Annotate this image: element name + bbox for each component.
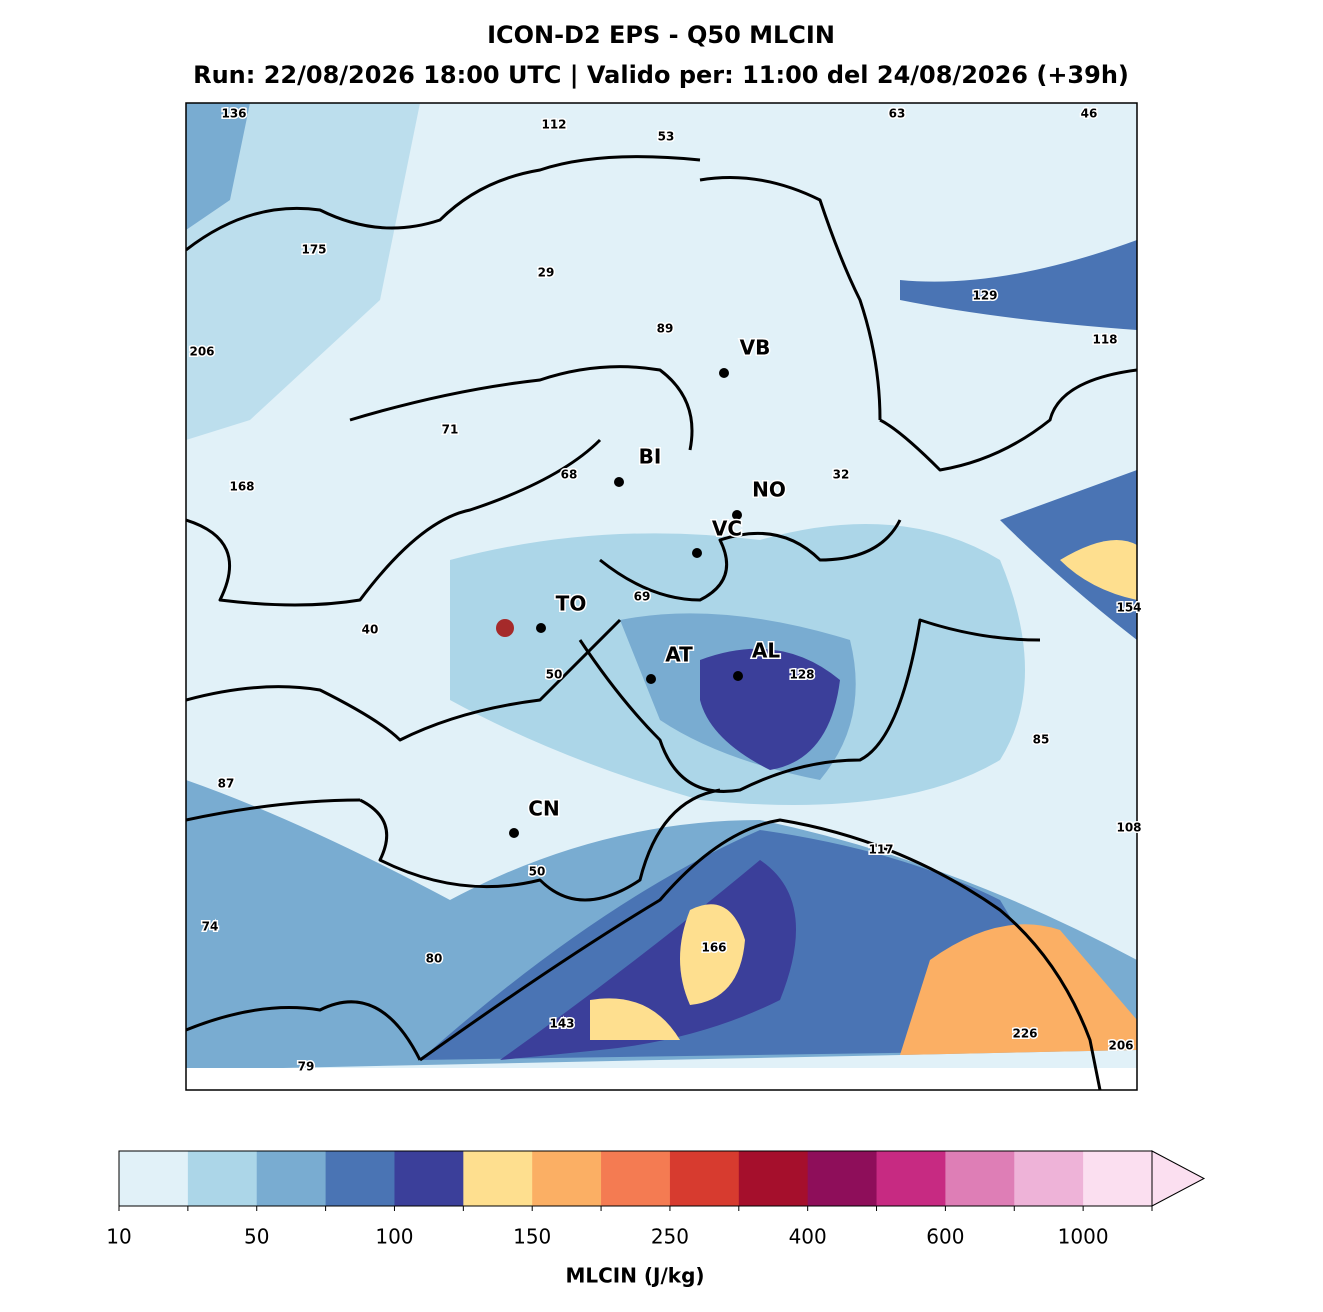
city-dot bbox=[509, 828, 519, 838]
city-dot bbox=[692, 548, 702, 558]
map-value-label: 143 bbox=[549, 1017, 574, 1031]
colorbar-bin bbox=[256, 1151, 327, 1206]
colorbar-bin bbox=[1014, 1151, 1084, 1206]
map-value-label: 80 bbox=[426, 952, 443, 966]
map-value-label: 50 bbox=[546, 668, 563, 682]
map-value-label: 128 bbox=[789, 668, 814, 682]
colorbar-bin bbox=[807, 1151, 878, 1206]
city-label: VC bbox=[712, 517, 742, 541]
colorbar-bin bbox=[119, 1151, 189, 1206]
city-label: CN bbox=[528, 797, 559, 821]
map-value-label: 118 bbox=[1092, 333, 1117, 347]
map-value-label: 63 bbox=[889, 107, 906, 121]
map-value-label: 129 bbox=[972, 289, 997, 303]
city-label: AT bbox=[665, 643, 693, 667]
colorbar-bin bbox=[1083, 1151, 1153, 1206]
colorbar-tick-label: 250 bbox=[651, 1225, 689, 1249]
map-frame bbox=[185, 102, 1138, 1091]
colorbar-tick-label: 50 bbox=[244, 1225, 269, 1249]
city-dot bbox=[614, 477, 624, 487]
map-value-label: 29 bbox=[538, 266, 555, 280]
colorbar-extend bbox=[1151, 1150, 1206, 1207]
map-value-label: 79 bbox=[298, 1060, 315, 1074]
map-value-label: 206 bbox=[189, 345, 214, 359]
title: ICON-D2 EPS - Q50 MLCIN bbox=[487, 21, 835, 49]
map-field bbox=[186, 103, 1137, 1090]
colorbar-bin bbox=[876, 1151, 946, 1206]
map-value-label: 206 bbox=[1108, 1039, 1133, 1053]
colorbar-bin bbox=[601, 1151, 671, 1206]
colorbar-bin bbox=[325, 1151, 395, 1206]
map-value-label: 85 bbox=[1033, 733, 1050, 747]
colorbar-tick-label: 1000 bbox=[1058, 1225, 1109, 1249]
city-dot bbox=[719, 368, 729, 378]
city-label: TO bbox=[556, 592, 587, 616]
colorbar-tick-label: 150 bbox=[513, 1225, 551, 1249]
map-value-label: 46 bbox=[1081, 107, 1098, 121]
map-value-label: 117 bbox=[868, 843, 893, 857]
subtitle: Run: 22/08/2026 18:00 UTC | Valido per: … bbox=[193, 61, 1129, 89]
map-value-label: 112 bbox=[541, 118, 566, 132]
location-marker bbox=[496, 619, 514, 637]
map-value-label: 154 bbox=[1116, 601, 1141, 615]
map-value-label: 74 bbox=[202, 920, 219, 934]
colorbar-bin bbox=[669, 1151, 740, 1206]
city-dot bbox=[732, 510, 742, 520]
colorbar-tick-label: 400 bbox=[789, 1225, 827, 1249]
city-dot bbox=[733, 671, 743, 681]
city-dot bbox=[536, 623, 546, 633]
colorbar-label: MLCIN (J/kg) bbox=[565, 1264, 704, 1288]
city-label: VB bbox=[740, 336, 771, 360]
city-label: AL bbox=[752, 639, 780, 663]
map-value-label: 175 bbox=[301, 243, 326, 257]
map-value-label: 108 bbox=[1116, 821, 1141, 835]
colorbar-bin bbox=[187, 1151, 258, 1206]
colorbar-bin bbox=[463, 1151, 533, 1206]
map-value-label: 71 bbox=[442, 423, 459, 437]
map-value-label: 136 bbox=[221, 107, 246, 121]
city-label: BI bbox=[639, 445, 662, 469]
colorbar-tick-label: 10 bbox=[106, 1225, 131, 1249]
map-value-label: 32 bbox=[833, 468, 850, 482]
colorbar-bin bbox=[394, 1151, 464, 1206]
colorbar-bin bbox=[532, 1151, 602, 1206]
map-value-label: 89 bbox=[657, 322, 674, 336]
map-value-label: 50 bbox=[529, 865, 546, 879]
city-dot bbox=[646, 674, 656, 684]
colorbar-bin bbox=[945, 1151, 1015, 1206]
map-value-label: 87 bbox=[218, 777, 235, 791]
map-value-label: 166 bbox=[701, 941, 726, 955]
map-value-label: 226 bbox=[1012, 1027, 1037, 1041]
map-value-label: 40 bbox=[362, 623, 379, 637]
map-value-label: 68 bbox=[561, 468, 578, 482]
city-label: NO bbox=[752, 478, 786, 502]
map-value-label: 69 bbox=[634, 590, 651, 604]
map-value-label: 53 bbox=[658, 130, 675, 144]
colorbar-tick-label: 100 bbox=[375, 1225, 413, 1249]
map-value-label: 168 bbox=[229, 480, 254, 494]
colorbar-tick-label: 600 bbox=[926, 1225, 964, 1249]
colorbar-bin bbox=[738, 1151, 809, 1206]
colorbar-frame bbox=[118, 1150, 1153, 1207]
